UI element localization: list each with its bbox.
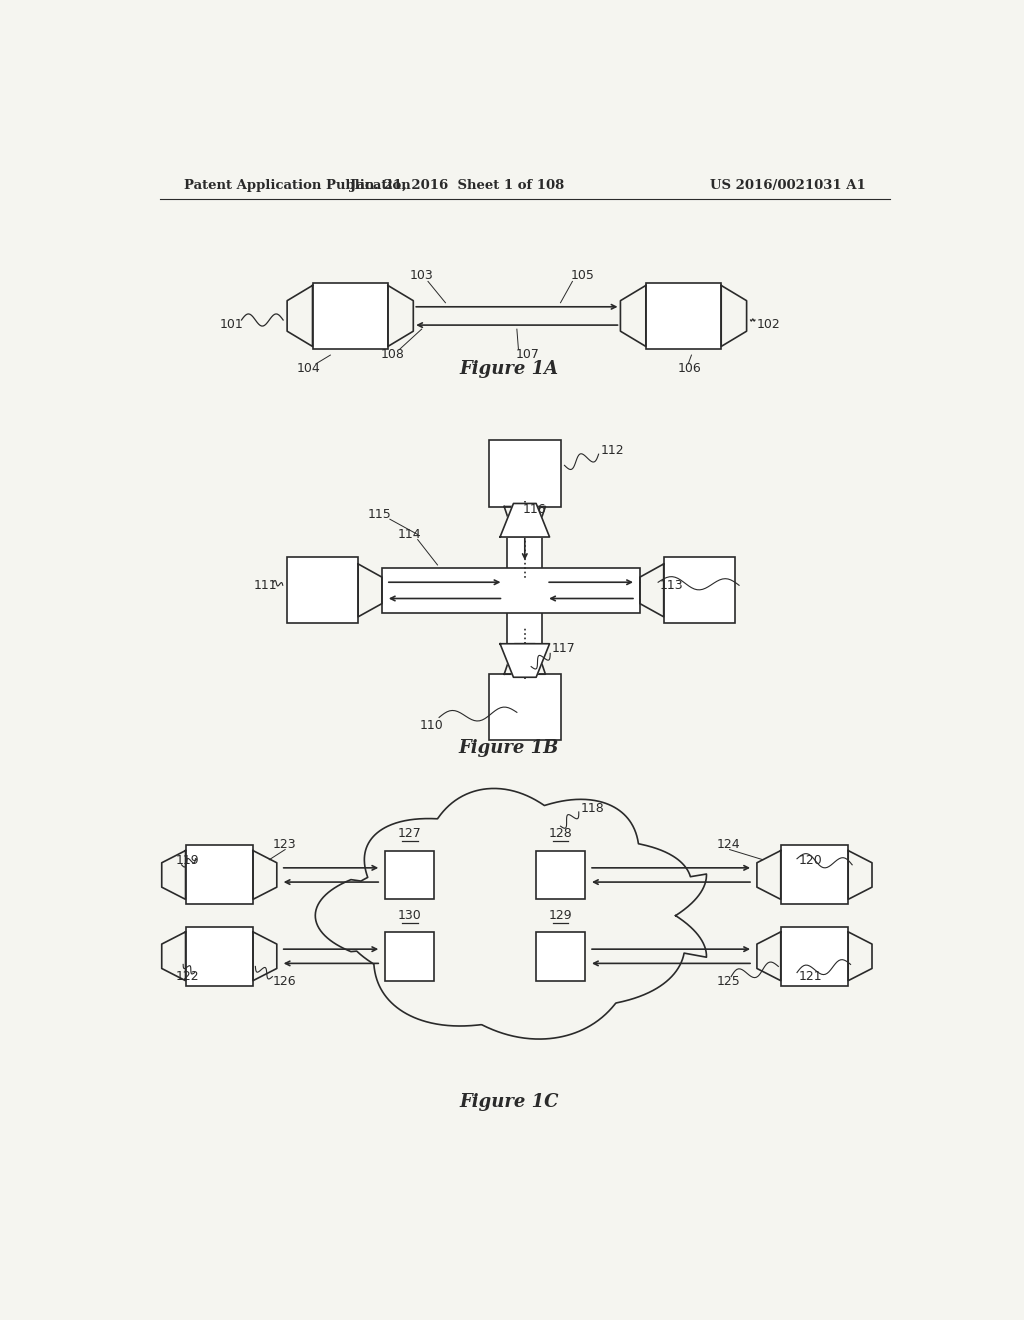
Text: 125: 125 bbox=[717, 975, 740, 989]
Bar bbox=[507, 537, 543, 644]
Text: 111: 111 bbox=[253, 578, 278, 591]
Bar bbox=[536, 932, 585, 981]
Text: 119: 119 bbox=[176, 854, 200, 867]
Text: 112: 112 bbox=[600, 444, 624, 457]
Text: Figure 1B: Figure 1B bbox=[459, 739, 559, 756]
Text: 121: 121 bbox=[799, 970, 822, 983]
Text: Jan. 21, 2016  Sheet 1 of 108: Jan. 21, 2016 Sheet 1 of 108 bbox=[350, 180, 564, 193]
Text: 104: 104 bbox=[297, 362, 321, 375]
Bar bbox=[185, 927, 253, 986]
Text: 114: 114 bbox=[397, 528, 422, 541]
Text: 129: 129 bbox=[549, 908, 572, 921]
Text: 122: 122 bbox=[176, 970, 200, 983]
Bar bbox=[312, 282, 388, 348]
Text: Figure 1A: Figure 1A bbox=[460, 360, 558, 378]
Text: 124: 124 bbox=[717, 838, 740, 851]
Text: 113: 113 bbox=[659, 578, 683, 591]
Text: 118: 118 bbox=[581, 803, 604, 816]
Polygon shape bbox=[500, 503, 550, 537]
Bar bbox=[646, 282, 721, 348]
Text: 108: 108 bbox=[380, 348, 404, 362]
Text: US 2016/0021031 A1: US 2016/0021031 A1 bbox=[711, 180, 866, 193]
Text: 127: 127 bbox=[398, 828, 422, 841]
Text: 107: 107 bbox=[515, 348, 540, 362]
Text: 116: 116 bbox=[522, 503, 546, 516]
Bar bbox=[385, 850, 434, 899]
Text: 110: 110 bbox=[420, 719, 443, 733]
Bar bbox=[287, 557, 358, 623]
Bar bbox=[185, 846, 253, 904]
Bar bbox=[536, 850, 585, 899]
Text: 103: 103 bbox=[410, 269, 433, 281]
Text: 115: 115 bbox=[368, 508, 391, 520]
Text: 120: 120 bbox=[799, 854, 822, 867]
Text: 102: 102 bbox=[757, 318, 780, 330]
Text: 128: 128 bbox=[549, 828, 572, 841]
Bar bbox=[489, 675, 560, 741]
Text: 105: 105 bbox=[570, 269, 595, 281]
Text: 123: 123 bbox=[272, 838, 296, 851]
Bar bbox=[385, 932, 434, 981]
Bar bbox=[664, 557, 735, 623]
Bar bbox=[489, 441, 560, 507]
Text: 106: 106 bbox=[678, 362, 701, 375]
Text: 117: 117 bbox=[552, 642, 575, 655]
Text: Patent Application Publication: Patent Application Publication bbox=[183, 180, 411, 193]
Text: 126: 126 bbox=[272, 975, 296, 989]
Bar bbox=[780, 846, 848, 904]
Text: 101: 101 bbox=[219, 318, 243, 330]
Polygon shape bbox=[500, 644, 550, 677]
Bar bbox=[780, 927, 848, 986]
Text: 130: 130 bbox=[398, 908, 422, 921]
Bar bbox=[382, 568, 640, 612]
Text: Figure 1C: Figure 1C bbox=[459, 1093, 559, 1110]
